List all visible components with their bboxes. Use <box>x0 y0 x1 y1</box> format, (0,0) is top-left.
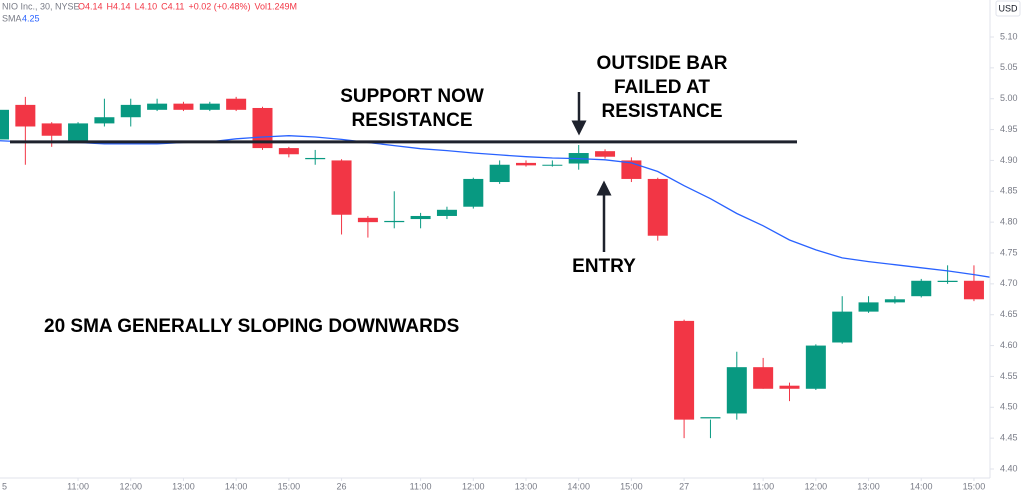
quote-item: O4.14 <box>78 1 103 11</box>
candle-body <box>68 123 89 142</box>
x-tick-label: 11:00 <box>752 481 774 491</box>
candle-body <box>15 104 36 127</box>
x-tick-label: 14:00 <box>567 481 590 491</box>
x-tick-label: 5 <box>2 481 7 491</box>
x-tick-label: 15:00 <box>963 481 986 491</box>
x-tick-label: 15:00 <box>278 481 301 491</box>
x-tick-label: 12:00 <box>805 481 828 491</box>
candle-body <box>384 220 405 223</box>
x-tick-label: 13:00 <box>857 481 880 491</box>
x-tick-label: 26 <box>337 481 347 491</box>
candle-body <box>94 117 115 124</box>
y-tick-label: 4.95 <box>1000 124 1018 134</box>
candle-body <box>41 123 62 136</box>
y-tick-label: 4.65 <box>1000 309 1018 319</box>
y-tick-label: 5.00 <box>1000 93 1018 103</box>
quote-item: L4.10 <box>135 1 158 11</box>
x-tick-label: 13:00 <box>172 481 195 491</box>
candle-body <box>226 98 247 110</box>
x-tick-label: 12:00 <box>119 481 142 491</box>
y-tick-label: 4.50 <box>1000 402 1018 412</box>
x-tick-label: 12:00 <box>462 481 485 491</box>
annotation: RESISTANCE <box>351 110 472 131</box>
candle-body <box>252 107 273 149</box>
candle-body <box>911 280 932 297</box>
plot-area <box>0 96 990 439</box>
y-tick-label: 5.05 <box>1000 62 1018 72</box>
y-tick-label: 4.75 <box>1000 247 1018 257</box>
y-tick-label: 4.40 <box>1000 463 1018 473</box>
candle-body <box>753 367 774 389</box>
candle-body <box>331 160 352 215</box>
quote-item: +0.02 (+0.48%) <box>188 1 250 11</box>
currency: USD <box>998 3 1018 13</box>
annotation: SUPPORT NOW <box>340 86 484 107</box>
candle-body <box>516 162 536 166</box>
currency-box[interactable] <box>995 0 1021 17</box>
candle-body <box>647 178 668 236</box>
candle-body <box>410 215 431 220</box>
candle-body <box>674 320 695 420</box>
y-tick-label: 4.55 <box>1000 371 1018 381</box>
x-tick-label: 11:00 <box>410 481 432 491</box>
x-tick-label: 15:00 <box>620 481 643 491</box>
indicator-name: SMA <box>2 13 22 23</box>
candle-body <box>278 148 299 155</box>
candle-body <box>595 151 616 157</box>
quote-item: Vol1.249M <box>255 1 298 11</box>
y-tick-label: 4.85 <box>1000 186 1018 196</box>
candle-body <box>0 109 9 140</box>
candle-body <box>463 178 484 207</box>
candle-body <box>805 345 826 389</box>
candle-body <box>357 217 378 223</box>
y-tick-label: 4.60 <box>1000 340 1018 350</box>
candle-body <box>832 311 853 343</box>
candle-body <box>305 157 326 160</box>
candle-body <box>147 103 168 110</box>
candle-body <box>884 299 905 303</box>
y-tick-label: 4.90 <box>1000 155 1018 165</box>
candle-body <box>436 209 457 216</box>
quote: O4.14 H4.14 L4.10 C4.11 +0.02 (+0.48%) Vol1.2… <box>78 1 297 11</box>
annotation: OUTSIDE BAR <box>597 53 728 74</box>
candle-body <box>489 164 510 183</box>
candle-body <box>173 103 194 110</box>
quote-item: C4.11 <box>161 1 184 11</box>
y-tick-label: 5.10 <box>1000 31 1018 41</box>
x-tick-label: 14:00 <box>910 481 933 491</box>
x-tick-label: 14:00 <box>225 481 248 491</box>
indicator-value: 4.25 <box>22 13 40 23</box>
annotation: 20 SMA GENERALLY SLOPING DOWNWARDS <box>44 316 459 337</box>
x-tick-label: 11:00 <box>67 481 89 491</box>
x-tick-label: 13:00 <box>515 481 538 491</box>
candle-body <box>779 385 800 389</box>
candle-body <box>199 103 220 110</box>
candle-body <box>963 280 984 300</box>
quote-item: H4.14 <box>107 1 131 11</box>
candle-body <box>858 302 879 312</box>
candle-body <box>120 104 141 118</box>
annotation: ENTRY <box>572 256 636 277</box>
candle-body <box>700 417 721 419</box>
y-tick-label: 4.70 <box>1000 278 1018 288</box>
y-tick-label: 4.45 <box>1000 433 1018 443</box>
annotation: RESISTANCE <box>601 101 722 122</box>
candle-body <box>542 164 563 166</box>
candle-body <box>726 367 747 414</box>
y-tick-label: 4.80 <box>1000 217 1018 227</box>
annotation: FAILED AT <box>614 77 710 98</box>
symbol: NIO Inc., 30, NYSE <box>2 1 80 11</box>
candle-body <box>937 280 958 283</box>
x-tick-label: 27 <box>679 481 689 491</box>
